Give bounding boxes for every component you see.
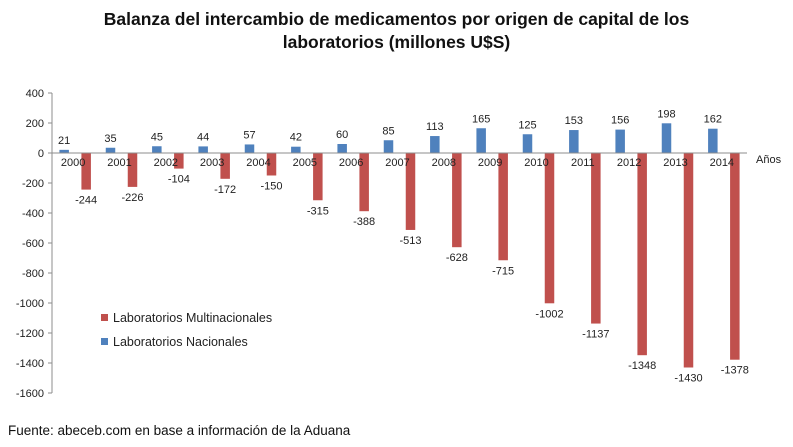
bar-nacionales — [152, 146, 162, 153]
x-tick-label: 2003 — [200, 157, 224, 169]
x-tick-label: 2007 — [385, 157, 409, 169]
data-label-nacionales: 45 — [151, 131, 163, 143]
data-label-multinacionales: -244 — [75, 195, 97, 207]
x-tick-label: 2014 — [710, 157, 734, 169]
bar-nacionales — [383, 140, 394, 153]
x-tick-label: 2009 — [478, 157, 502, 169]
legend-label: Laboratorios Nacionales — [113, 335, 248, 349]
data-label-nacionales: 35 — [104, 133, 116, 145]
data-label-nacionales: 85 — [382, 125, 394, 137]
bar-nacionales — [105, 147, 116, 153]
x-tick-label: 2012 — [617, 157, 641, 169]
data-label-nacionales: 156 — [611, 115, 629, 127]
data-label-nacionales: 44 — [197, 131, 209, 143]
y-tick-label: -800 — [22, 268, 44, 280]
chart-title-line-1: Balanza del intercambio de medicamentos … — [103, 9, 690, 29]
bar-nacionales — [198, 146, 208, 153]
y-tick-label: 400 — [26, 88, 44, 100]
bar-multinacionales — [637, 153, 647, 356]
bar-nacionales — [291, 146, 301, 153]
bar-multinacionales — [591, 153, 601, 324]
source-note: Fuente: abeceb.com en base a información… — [8, 423, 351, 438]
x-tick-label: 2005 — [293, 157, 317, 169]
bar-multinacionales — [81, 153, 91, 190]
bar-nacionales — [337, 144, 347, 153]
bar-multinacionales — [452, 153, 462, 248]
data-label-multinacionales: -226 — [121, 192, 143, 204]
data-label-multinacionales: -1137 — [582, 329, 609, 341]
y-tick-label: -600 — [22, 238, 44, 250]
bar-nacionales — [59, 149, 69, 153]
data-label-nacionales: 162 — [704, 114, 722, 126]
bar-multinacionales — [220, 153, 230, 179]
bar-multinacionales — [498, 153, 508, 261]
x-tick-label: 2001 — [107, 157, 131, 169]
y-tick-label: -400 — [22, 208, 44, 220]
data-label-nacionales: 198 — [657, 108, 675, 120]
x-tick-label: 2008 — [432, 157, 456, 169]
data-label-multinacionales: -388 — [353, 216, 375, 228]
x-tick-label: 2011 — [571, 157, 595, 169]
data-label-nacionales: 60 — [336, 129, 348, 141]
data-label-nacionales: 21 — [58, 135, 70, 147]
bar-nacionales — [522, 134, 533, 153]
data-label-multinacionales: -513 — [399, 235, 421, 247]
x-tick-label: 2004 — [246, 157, 270, 169]
data-label-nacionales: 125 — [518, 119, 536, 131]
y-tick-label: -200 — [22, 178, 44, 190]
data-label-multinacionales: -172 — [214, 184, 236, 196]
bar-multinacionales — [405, 153, 416, 230]
y-tick-label: -1200 — [16, 328, 44, 340]
x-tick-label: 2010 — [524, 157, 548, 169]
chart-title-line-2: laboratorios (millones U$S) — [282, 32, 511, 52]
bar-nacionales — [476, 128, 486, 153]
bar-nacionales — [615, 129, 625, 153]
bar-multinacionales — [683, 153, 694, 368]
data-label-nacionales: 113 — [426, 121, 444, 133]
bar-multinacionales — [730, 153, 740, 360]
data-label-multinacionales: -1348 — [628, 360, 656, 372]
y-tick-label: 200 — [26, 118, 44, 130]
bar-multinacionales — [359, 153, 369, 212]
bar-nacionales — [708, 128, 718, 153]
data-label-nacionales: 57 — [243, 129, 255, 141]
data-label-nacionales: 42 — [290, 132, 302, 144]
data-label-multinacionales: -1378 — [721, 365, 749, 377]
y-tick-label: 0 — [38, 148, 44, 160]
y-tick-label: -1600 — [16, 388, 44, 400]
bar-nacionales — [244, 144, 255, 153]
x-tick-label: 2013 — [663, 157, 687, 169]
legend-swatch — [101, 338, 108, 345]
bar-multinacionales — [174, 153, 184, 169]
bar-multinacionales — [266, 153, 277, 176]
data-label-nacionales: 165 — [472, 113, 490, 125]
data-label-multinacionales: -150 — [260, 181, 282, 193]
data-label-multinacionales: -628 — [446, 252, 468, 264]
bar-nacionales — [569, 130, 579, 153]
x-axis-title: Años — [756, 154, 782, 166]
x-tick-label: 2002 — [154, 157, 178, 169]
data-label-multinacionales: -1002 — [535, 308, 563, 320]
data-label-nacionales: 153 — [565, 115, 583, 127]
legend-label: Laboratorios Multinacionales — [113, 311, 272, 325]
x-tick-label: 2006 — [339, 157, 363, 169]
bar-nacionales — [661, 123, 672, 153]
legend-swatch — [101, 314, 108, 321]
data-label-multinacionales: -104 — [168, 174, 190, 186]
bar-multinacionales — [544, 153, 555, 304]
data-label-multinacionales: -715 — [492, 265, 514, 277]
bar-multinacionales — [313, 153, 323, 201]
bar-multinacionales — [127, 153, 138, 187]
data-label-multinacionales: -315 — [307, 205, 329, 217]
y-tick-label: -1000 — [16, 298, 44, 310]
bar-nacionales — [430, 136, 440, 153]
chart-title: Balanza del intercambio de medicamentos … — [0, 8, 793, 54]
y-tick-label: -1400 — [16, 358, 44, 370]
x-tick-label: 2000 — [61, 157, 85, 169]
data-label-multinacionales: -1430 — [674, 373, 702, 385]
